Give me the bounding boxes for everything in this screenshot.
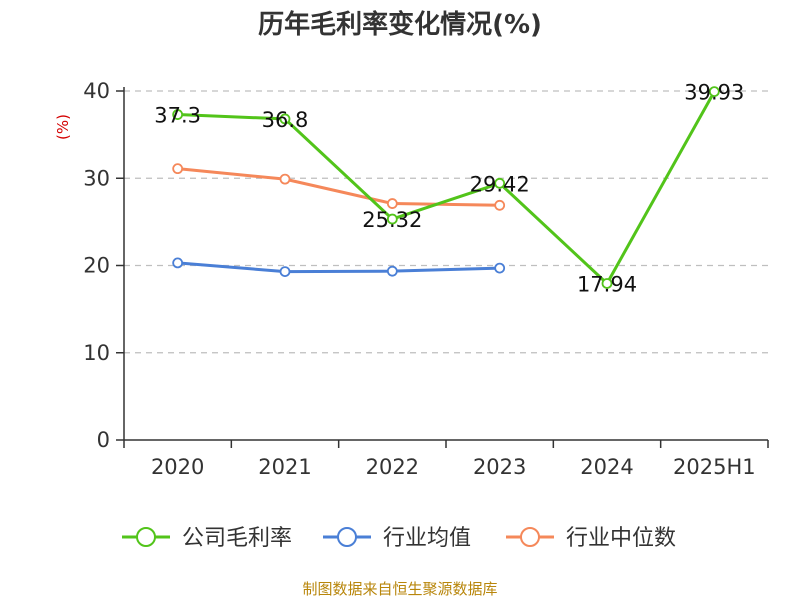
data-label: 37.3 [154, 104, 201, 128]
data-label: 25.32 [362, 208, 422, 232]
industry_avg-point [279, 266, 291, 278]
company-point [279, 113, 291, 125]
legend-marker-company [136, 527, 156, 547]
company-line [177, 90, 716, 285]
legend-label-industry_median: 行业中位数 [566, 526, 676, 551]
x-tick-label: 2023 [473, 455, 526, 479]
y-tick-label: 20 [83, 254, 110, 278]
industry_avg-line [177, 261, 500, 274]
chart-title: 历年毛利率变化情况(%) [258, 10, 542, 40]
industry_avg-point [386, 265, 398, 277]
data-label: 39.93 [684, 81, 744, 105]
x-tick-label: 2024 [580, 455, 633, 479]
company-point [494, 177, 506, 189]
legend-label-company: 公司毛利率 [182, 526, 292, 551]
x-tick-label: 2025H1 [673, 455, 756, 479]
industry_median-point [172, 163, 184, 175]
data-label: 29.42 [470, 172, 530, 196]
x-tick-label: 2021 [258, 455, 311, 479]
data-label: 36.8 [262, 108, 309, 132]
source-note: 制图数据来自恒生聚源数据库 [302, 580, 498, 598]
x-tick-label: 2022 [366, 455, 419, 479]
industry_avg-point [172, 257, 184, 269]
company-point [172, 109, 184, 120]
data-label: 17.94 [577, 272, 637, 296]
industry_median-point [386, 198, 398, 209]
company-point [386, 213, 398, 225]
legend-label-industry_avg: 行业均值 [383, 526, 471, 551]
y-tick-label: 30 [83, 166, 110, 190]
company-point [601, 278, 613, 289]
y-axis-label: (%) [54, 114, 72, 140]
industry_median-point [494, 199, 506, 211]
industry_avg-point [494, 262, 506, 274]
legend-marker-industry_avg [337, 527, 357, 547]
y-tick-label: 0 [97, 428, 110, 452]
x-tick-label: 2020 [151, 455, 204, 479]
company-point [708, 86, 720, 98]
legend-marker-industry_median [520, 527, 540, 547]
y-tick-label: 40 [83, 79, 110, 103]
y-tick-label: 10 [83, 341, 110, 365]
industry_median-line [177, 167, 500, 207]
industry_median-point [279, 173, 291, 185]
